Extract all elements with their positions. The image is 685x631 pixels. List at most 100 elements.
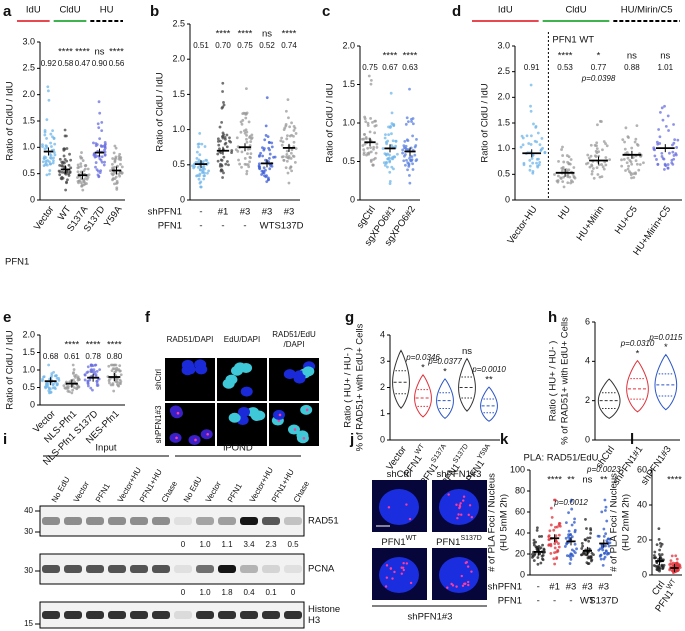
nucleus [234, 362, 247, 373]
dot [547, 535, 551, 539]
focus [175, 436, 178, 440]
dot [604, 142, 607, 145]
dot [667, 129, 670, 132]
dot [571, 180, 575, 184]
dot [599, 557, 603, 561]
dot [604, 156, 608, 159]
row-value: #3 [284, 207, 295, 218]
y-tick-label: 0 [30, 194, 35, 204]
dot [387, 125, 390, 129]
violin [414, 374, 432, 418]
dot [112, 151, 116, 155]
row-value: #3 [599, 582, 610, 593]
dot [535, 161, 538, 165]
value-label: 0.61 [64, 352, 80, 361]
dot [86, 384, 90, 388]
dot [284, 166, 288, 170]
dot [566, 181, 570, 185]
dot [570, 498, 573, 502]
dot [77, 385, 81, 389]
band [86, 611, 104, 619]
y-axis-label: Ratio of CldU / IdU [5, 330, 16, 409]
dot [95, 384, 99, 387]
band [174, 517, 192, 525]
dot [50, 145, 53, 148]
dot [216, 139, 220, 143]
dot [673, 138, 677, 141]
category-superscript: S137A [430, 443, 448, 465]
dot [50, 374, 54, 377]
pla-focus [391, 577, 394, 580]
dot [403, 154, 406, 158]
dot [62, 147, 66, 151]
dot [634, 137, 638, 141]
y-tick-label: 0.5 [497, 169, 510, 179]
dot [531, 154, 535, 157]
header-label: CldU [59, 5, 80, 16]
dot [42, 375, 45, 379]
dot [57, 169, 61, 173]
dot [540, 554, 544, 558]
dot [260, 173, 264, 176]
pla-focus [384, 585, 388, 588]
dot [629, 173, 633, 177]
dot [666, 114, 670, 118]
dot [600, 120, 603, 123]
y-tick-label: 80 [515, 485, 525, 495]
protein-label: H3 [308, 615, 320, 626]
dot [590, 551, 594, 555]
nucleus [293, 373, 306, 384]
y-tick-label: 100 [510, 464, 525, 474]
row-label: PFN1 [498, 596, 522, 607]
dot [604, 532, 608, 536]
dot [49, 132, 53, 136]
dot [536, 556, 540, 559]
p-value: p=0.0377 [427, 357, 462, 366]
dot [529, 134, 533, 138]
dot [660, 553, 664, 556]
significance: ** [600, 475, 608, 486]
row-value: #3 [566, 582, 577, 593]
band [152, 517, 170, 525]
dot [373, 119, 377, 123]
dot [373, 131, 377, 135]
dot [409, 159, 413, 163]
row-label: shCtrl [154, 369, 163, 390]
dot [220, 169, 224, 173]
dot [553, 546, 557, 550]
dot [365, 153, 368, 157]
dot [80, 151, 83, 154]
y-axis-label: Ratio of CldU / IdU [5, 81, 16, 160]
pla-focus [460, 513, 463, 516]
dot [657, 566, 660, 570]
dot [198, 132, 202, 135]
dot [366, 121, 370, 125]
dot [93, 363, 97, 367]
header-label: IdU [26, 5, 41, 16]
dot [539, 148, 543, 151]
image-label-name: shPFN1#3 [437, 469, 482, 480]
row-value: - [243, 221, 246, 232]
dot [288, 166, 292, 170]
dot [51, 386, 55, 390]
dot [94, 161, 98, 164]
dot [292, 134, 295, 138]
dot [88, 378, 92, 382]
pla-focus [402, 561, 405, 565]
dot [404, 146, 408, 150]
dot [57, 378, 61, 382]
dot [528, 158, 532, 162]
dot [230, 151, 233, 155]
dot [527, 142, 531, 145]
y-tick-label: 0 [585, 434, 590, 444]
dot [287, 116, 290, 120]
panel-letter: b [150, 3, 159, 20]
dot [285, 137, 289, 141]
dot [604, 163, 608, 167]
dot [565, 154, 569, 157]
dot [633, 140, 637, 144]
dot [114, 175, 118, 179]
dot [383, 163, 387, 167]
pla-focus [405, 562, 409, 565]
